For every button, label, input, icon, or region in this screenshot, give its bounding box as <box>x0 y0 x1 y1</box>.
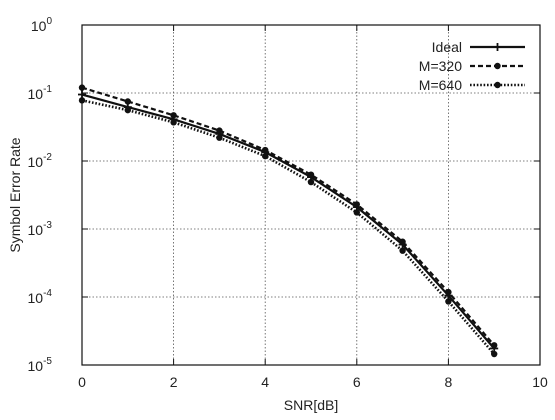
y-tick-label: 10-3 <box>28 220 53 238</box>
x-tick-label: 8 <box>445 374 453 390</box>
series-ideal <box>78 90 499 353</box>
data-point-m-640 <box>216 134 223 141</box>
data-point-m-640 <box>124 106 131 114</box>
series-m-640 <box>78 97 498 358</box>
y-tick-label: 10-4 <box>28 288 53 306</box>
data-point-m-320 <box>216 127 223 134</box>
x-tick-label: 10 <box>532 374 548 390</box>
legend: Ideal M=320 M=640 <box>419 39 525 93</box>
data-point-m-320 <box>445 288 452 296</box>
x-axis-label: SNR[dB] <box>284 397 338 413</box>
data-point-m-320 <box>262 146 269 154</box>
data-point-m-640 <box>491 350 498 358</box>
series-line-ideal <box>81 93 496 350</box>
data-point-m-320 <box>399 238 406 245</box>
y-tick-label: 100 <box>31 16 53 34</box>
grid-lines <box>82 25 540 365</box>
series-layer <box>78 84 499 358</box>
legend-label-m-320: M=320 <box>419 58 462 74</box>
series-line-m-640 <box>81 99 496 355</box>
data-point-m-640 <box>353 209 360 216</box>
x-tick-label: 6 <box>353 374 361 390</box>
data-point-m-640 <box>262 152 269 160</box>
legend-label-ideal: Ideal <box>432 39 462 55</box>
x-tick-label: 0 <box>78 374 86 390</box>
legend-label-m-640: M=640 <box>419 77 462 93</box>
data-point-m-320 <box>170 112 177 119</box>
legend-marker-m-640 <box>494 81 501 89</box>
legend-marker-ideal <box>493 43 502 51</box>
y-tick-label: 10-5 <box>28 356 53 374</box>
x-tick-label: 4 <box>261 374 269 390</box>
data-point-m-320 <box>307 171 315 178</box>
data-point-m-320 <box>124 98 131 105</box>
y-axis-label: Symbol Error Rate <box>7 137 23 252</box>
y-tick-label: 10-2 <box>28 152 53 170</box>
series-line-m-320 <box>81 86 496 346</box>
data-point-m-640 <box>399 247 406 254</box>
series-m-320 <box>78 84 498 349</box>
y-tick-label: 10-1 <box>28 84 53 102</box>
plot-area <box>81 24 541 366</box>
x-tick-label: 2 <box>170 374 178 390</box>
data-point-m-640 <box>170 119 177 126</box>
data-point-m-640 <box>445 298 452 305</box>
tick-labels: 0 2 4 6 8 10 100 10-1 10-2 10-3 10-4 10-5 <box>28 16 548 390</box>
data-point-m-640 <box>307 178 315 186</box>
data-point-m-320 <box>353 201 360 208</box>
data-point-m-320 <box>491 342 498 349</box>
legend-marker-m-320 <box>494 62 501 70</box>
